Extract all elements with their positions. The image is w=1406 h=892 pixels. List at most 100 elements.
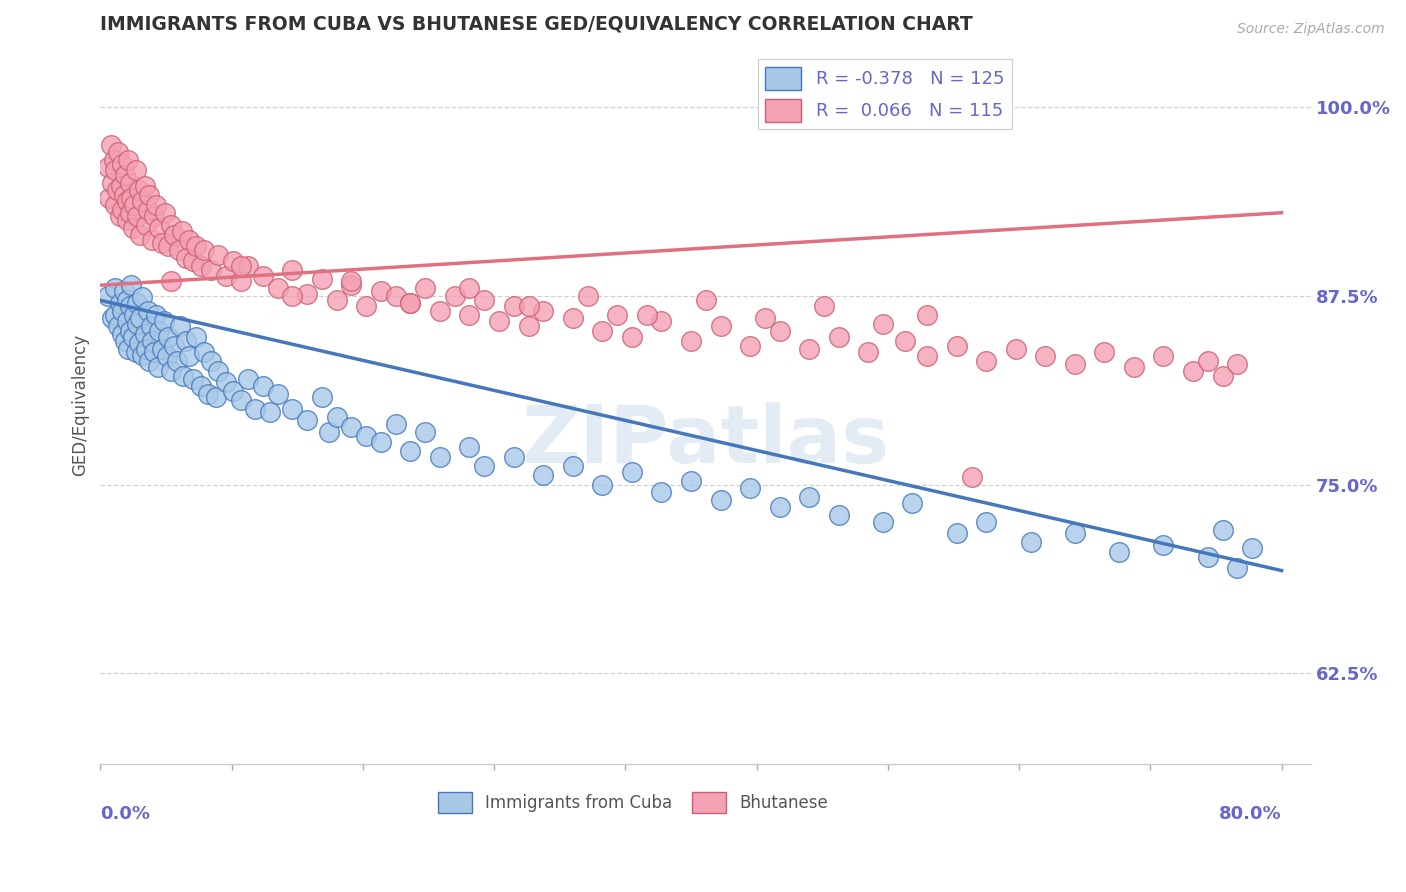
Point [945,525,967,540]
Point [131,194,153,208]
Point [561,459,583,474]
Point [813,299,835,313]
Point [915,349,938,363]
Point [1212,523,1234,537]
Point [754,311,776,326]
Point [620,466,643,480]
Point [111,304,134,318]
Point [1094,344,1116,359]
Point [134,178,156,193]
Point [517,318,540,333]
Point [114,334,136,348]
Point [894,334,917,348]
Point [974,515,997,529]
Point [111,202,134,217]
Point [135,218,157,232]
Legend: Immigrants from Cuba, Bhutanese: Immigrants from Cuba, Bhutanese [432,785,834,820]
Point [472,293,495,308]
Point [266,387,288,401]
Point [443,289,465,303]
Point [145,198,167,212]
Point [1153,538,1175,552]
Point [169,318,191,333]
Point [160,218,183,232]
Point [103,153,125,167]
Point [183,372,205,386]
Point [236,259,259,273]
Point [141,334,163,348]
Point [370,435,392,450]
Point [121,220,143,235]
Point [142,344,165,359]
Point [974,353,997,368]
Point [193,344,215,359]
Point [190,379,212,393]
Point [128,335,150,350]
Point [127,318,149,332]
Point [172,368,194,383]
Point [872,318,894,332]
Point [215,375,238,389]
Point [384,289,406,303]
Point [1123,359,1146,374]
Point [399,444,422,458]
Point [1033,349,1056,363]
Point [124,198,146,212]
Point [207,248,229,262]
Point [197,387,219,401]
Point [429,450,451,465]
Point [472,459,495,474]
Point [117,342,139,356]
Point [797,490,820,504]
Point [114,168,136,182]
Point [136,304,159,318]
Point [901,495,924,509]
Point [1197,353,1219,368]
Point [104,163,127,178]
Point [129,311,152,326]
Point [531,468,554,483]
Point [1212,368,1234,383]
Point [229,392,252,407]
Text: 0.0%: 0.0% [100,805,150,823]
Point [576,289,599,303]
Point [100,137,122,152]
Point [200,353,222,368]
Text: Source: ZipAtlas.com: Source: ZipAtlas.com [1237,22,1385,37]
Point [190,259,212,273]
Point [120,278,142,293]
Point [125,163,148,178]
Point [709,318,731,333]
Text: IMMIGRANTS FROM CUBA VS BHUTANESE GED/EQUIVALENCY CORRELATION CHART: IMMIGRANTS FROM CUBA VS BHUTANESE GED/EQ… [100,15,973,34]
Point [517,299,540,313]
Point [606,309,628,323]
Point [200,263,222,277]
Point [153,314,176,328]
Point [118,299,141,313]
Point [413,425,436,439]
Point [146,359,169,374]
Point [827,508,849,522]
Point [117,153,139,167]
Point [148,324,170,338]
Point [768,324,790,338]
Point [709,492,731,507]
Point [797,342,820,356]
Point [105,183,128,197]
Point [384,417,406,431]
Point [142,209,165,223]
Point [121,329,143,343]
Point [131,290,153,304]
Point [354,299,377,313]
Point [157,329,180,343]
Point [177,349,200,363]
Point [138,187,160,202]
Point [174,251,197,265]
Point [245,402,267,417]
Point [115,194,138,208]
Point [150,342,173,356]
Point [531,304,554,318]
Point [138,353,160,368]
Point [104,309,127,323]
Point [1226,560,1249,574]
